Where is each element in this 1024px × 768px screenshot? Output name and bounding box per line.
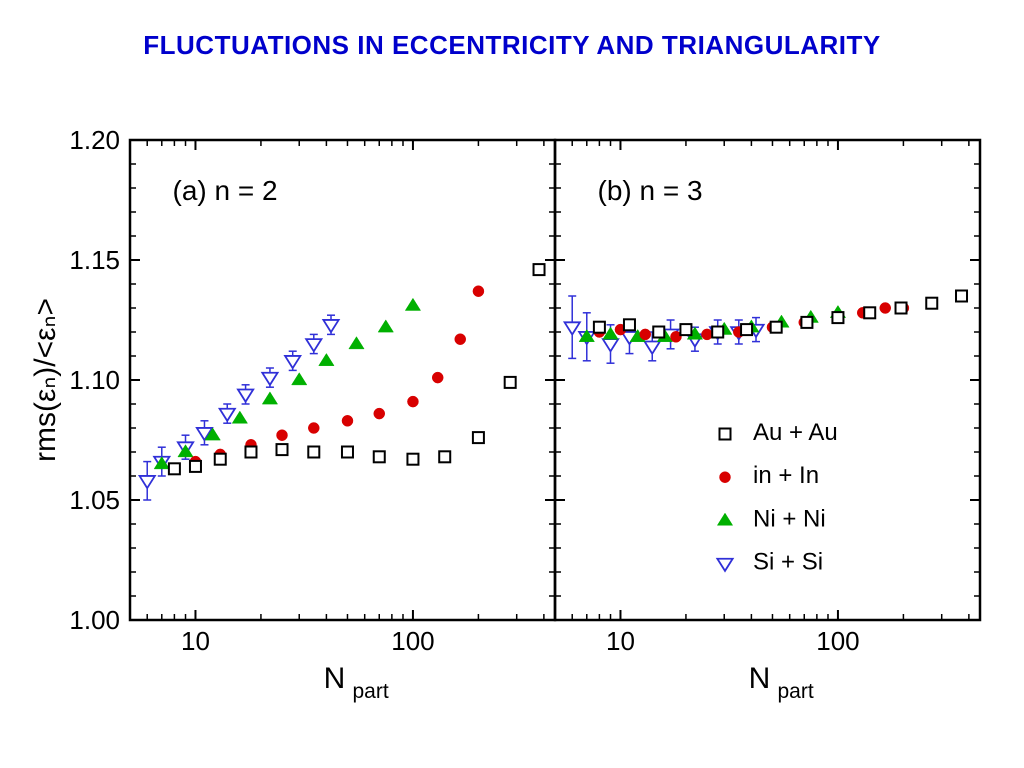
svg-text:Ni + Ni: Ni + Ni	[753, 505, 826, 532]
svg-text:Si + Si: Si + Si	[753, 549, 823, 576]
svg-text:(b) n = 3: (b) n = 3	[598, 175, 703, 206]
svg-text:10: 10	[606, 626, 635, 656]
svg-text:1.15: 1.15	[69, 245, 120, 275]
svg-text:1.05: 1.05	[69, 485, 120, 515]
svg-text:1.00: 1.00	[69, 605, 120, 635]
svg-text:100: 100	[391, 626, 434, 656]
svg-text:100: 100	[816, 626, 859, 656]
svg-text:(a) n = 2: (a) n = 2	[173, 175, 278, 206]
svg-text:N: N	[324, 662, 346, 695]
svg-text:10: 10	[181, 626, 210, 656]
svg-text:1.10: 1.10	[69, 365, 120, 395]
svg-text:part: part	[778, 680, 814, 703]
page-title: FLUCTUATIONS IN ECCENTRICITY AND TRIANGU…	[0, 30, 1024, 61]
svg-text:in + In: in + In	[753, 462, 819, 489]
svg-text:1.20: 1.20	[69, 125, 120, 155]
fluctuations-chart: 1.00 1.05 1.10 1.15 1.20 10 100 Npart 10 100 Npart…	[20, 120, 1000, 710]
svg-text:part: part	[353, 680, 389, 703]
svg-text:rms(εₙ)/<εₙ>: rms(εₙ)/<εₙ>	[29, 298, 62, 462]
svg-text:N: N	[749, 662, 771, 695]
svg-text:Au + Au: Au + Au	[753, 419, 838, 446]
